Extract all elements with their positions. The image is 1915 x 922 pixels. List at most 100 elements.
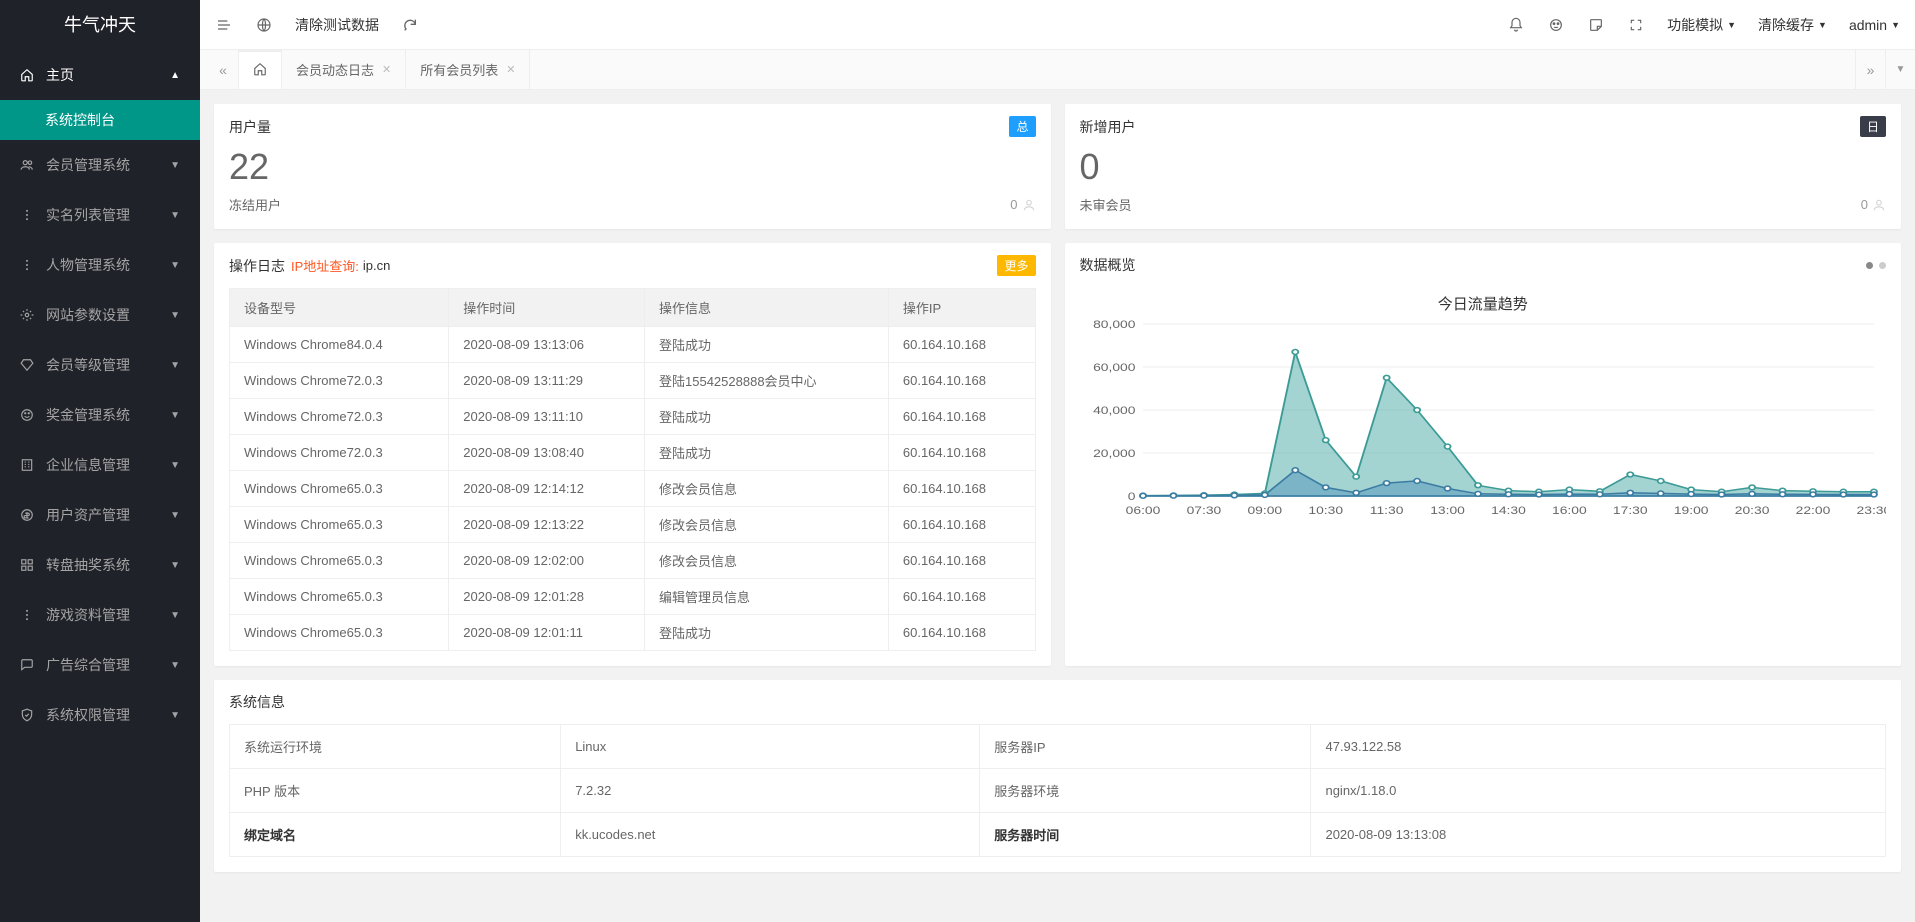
chevron-down-icon: ▼	[170, 310, 180, 321]
table-cell: 2020-08-09 13:08:40	[449, 435, 645, 471]
home-icon	[253, 62, 267, 79]
svg-text:0: 0	[1127, 490, 1135, 502]
theme-icon[interactable]	[1547, 16, 1565, 34]
table-header: 操作时间	[449, 289, 645, 327]
table-cell: 47.93.122.58	[1311, 725, 1886, 769]
tab-home[interactable]	[238, 50, 282, 89]
close-icon[interactable]: ✕	[382, 63, 391, 76]
sidebar-item-label: 游戏资料管理	[46, 605, 130, 625]
globe-icon[interactable]	[255, 16, 273, 34]
top-dropdown-user[interactable]: admin▼	[1849, 17, 1900, 33]
tab-scroll-right[interactable]: »	[1855, 50, 1885, 89]
sidebar-item-2[interactable]: 人物管理系统▼	[0, 240, 200, 290]
tab-scroll-left[interactable]: «	[208, 50, 238, 89]
close-icon[interactable]: ✕	[506, 63, 515, 76]
sidebar-item-home[interactable]: 主页 ▲	[0, 50, 200, 100]
table-cell: Windows Chrome65.0.3	[230, 543, 449, 579]
user-icon	[1022, 198, 1036, 212]
smile-icon	[20, 408, 36, 422]
svg-text:20:30: 20:30	[1734, 504, 1769, 516]
wallet-icon	[20, 508, 36, 522]
newusers-count: 0	[1080, 149, 1887, 185]
table-cell: kk.ucodes.net	[561, 813, 980, 857]
tab-member-list[interactable]: 所有会员列表 ✕	[406, 50, 530, 89]
table-cell: 60.164.10.168	[888, 399, 1035, 435]
bell-icon[interactable]	[1507, 16, 1525, 34]
menu-toggle-icon[interactable]	[215, 16, 233, 34]
sidebar-item-3[interactable]: 网站参数设置▼	[0, 290, 200, 340]
sysinfo-table: 系统运行环境Linux服务器IP47.93.122.58PHP 版本7.2.32…	[229, 724, 1886, 857]
svg-text:19:00: 19:00	[1673, 504, 1708, 516]
sidebar-item-11[interactable]: 系统权限管理▼	[0, 690, 200, 740]
table-row: Windows Chrome65.0.32020-08-09 12:14:12修…	[230, 471, 1036, 507]
svg-text:17:30: 17:30	[1612, 504, 1647, 516]
tab-member-log[interactable]: 会员动态日志 ✕	[282, 50, 406, 89]
diamond-icon	[20, 358, 36, 372]
chart-title: 今日流量趋势	[1080, 293, 1887, 314]
table-row: 系统运行环境Linux服务器IP47.93.122.58	[230, 725, 1886, 769]
caret-down-icon: ▼	[1727, 20, 1736, 30]
dots-v-icon	[20, 258, 36, 272]
table-cell: Windows Chrome65.0.3	[230, 579, 449, 615]
table-cell: 2020-08-09 12:13:22	[449, 507, 645, 543]
sidebar-item-4[interactable]: 会员等级管理▼	[0, 340, 200, 390]
top-dropdown-cache[interactable]: 清除缓存▼	[1758, 15, 1827, 35]
table-cell: 登陆成功	[645, 327, 889, 363]
table-cell: 60.164.10.168	[888, 363, 1035, 399]
svg-text:60,000: 60,000	[1093, 361, 1135, 373]
table-cell: 2020-08-09 12:14:12	[449, 471, 645, 507]
sidebar-item-7[interactable]: 用户资产管理▼	[0, 490, 200, 540]
ip-lookup-link[interactable]: ip.cn	[363, 258, 390, 273]
sidebar-item-10[interactable]: 广告综合管理 ▼	[0, 640, 200, 690]
frozen-value: 0	[1010, 197, 1017, 212]
traffic-chart: 020,00040,00060,00080,00006:0007:3009:00…	[1080, 318, 1887, 518]
sidebar-item-6[interactable]: 企业信息管理▼	[0, 440, 200, 490]
brand-logo: 牛气冲天	[0, 0, 200, 50]
svg-text:23:30: 23:30	[1856, 504, 1886, 516]
table-cell: 修改会员信息	[645, 543, 889, 579]
carousel-dots[interactable]	[1866, 262, 1886, 269]
sidebar-item-5[interactable]: 奖金管理系统▼	[0, 390, 200, 440]
table-cell: 60.164.10.168	[888, 471, 1035, 507]
table-cell: Windows Chrome65.0.3	[230, 615, 449, 651]
tab-menu[interactable]: ▼	[1885, 50, 1915, 89]
table-row: Windows Chrome65.0.32020-08-09 12:02:00修…	[230, 543, 1036, 579]
table-cell: 2020-08-09 13:11:29	[449, 363, 645, 399]
table-cell: PHP 版本	[230, 769, 561, 813]
more-button[interactable]: 更多	[997, 255, 1035, 276]
pending-label: 未审会员	[1080, 195, 1132, 214]
table-cell: 系统运行环境	[230, 725, 561, 769]
sidebar-item-9[interactable]: 游戏资料管理 ▼	[0, 590, 200, 640]
sidebar-item-console[interactable]: 系统控制台	[0, 100, 200, 140]
table-cell: 服务器时间	[980, 813, 1311, 857]
sidebar-item-0[interactable]: 会员管理系统▼	[0, 140, 200, 190]
chevron-down-icon: ▼	[170, 660, 180, 671]
table-cell: Windows Chrome72.0.3	[230, 399, 449, 435]
note-icon[interactable]	[1587, 16, 1605, 34]
table-row: Windows Chrome65.0.32020-08-09 12:01:28编…	[230, 579, 1036, 615]
top-dropdown-sim[interactable]: 功能模拟▼	[1667, 15, 1736, 35]
card-newusers: 新增用户 日 0 未审会员 0	[1065, 104, 1902, 229]
sidebar-item-label: 用户资产管理	[46, 505, 130, 525]
tabstrip: « 会员动态日志 ✕ 所有会员列表 ✕ » ▼	[200, 50, 1915, 90]
table-cell: 60.164.10.168	[888, 507, 1035, 543]
sidebar-item-1[interactable]: 实名列表管理▼	[0, 190, 200, 240]
card-sysinfo: 系统信息 系统运行环境Linux服务器IP47.93.122.58PHP 版本7…	[214, 680, 1901, 872]
badge-total: 总	[1009, 116, 1035, 137]
sidebar-item-label: 实名列表管理	[46, 205, 130, 225]
card-oplog: 操作日志 IP地址查询: ip.cn 更多 设备型号操作时间操作信息操作IP W…	[214, 243, 1051, 666]
chevron-down-icon: ▼	[170, 360, 180, 371]
refresh-icon[interactable]	[401, 16, 419, 34]
card-overview: 数据概览 今日流量趋势 020,00040,00060,00080,00006:…	[1065, 243, 1902, 666]
table-cell: 2020-08-09 12:02:00	[449, 543, 645, 579]
table-header: 操作信息	[645, 289, 889, 327]
sidebar-item-8[interactable]: 转盘抽奖系统▼	[0, 540, 200, 590]
users-count: 22	[229, 149, 1036, 185]
fullscreen-icon[interactable]	[1627, 16, 1645, 34]
oplog-table: 设备型号操作时间操作信息操作IP Windows Chrome84.0.4202…	[229, 288, 1036, 651]
chevron-down-icon: ▼	[170, 610, 180, 621]
sidebar-item-label: 广告综合管理	[46, 655, 130, 675]
badge-day: 日	[1860, 116, 1886, 137]
clear-testdata-button[interactable]: 清除测试数据	[295, 15, 379, 35]
grid-icon	[20, 558, 36, 572]
